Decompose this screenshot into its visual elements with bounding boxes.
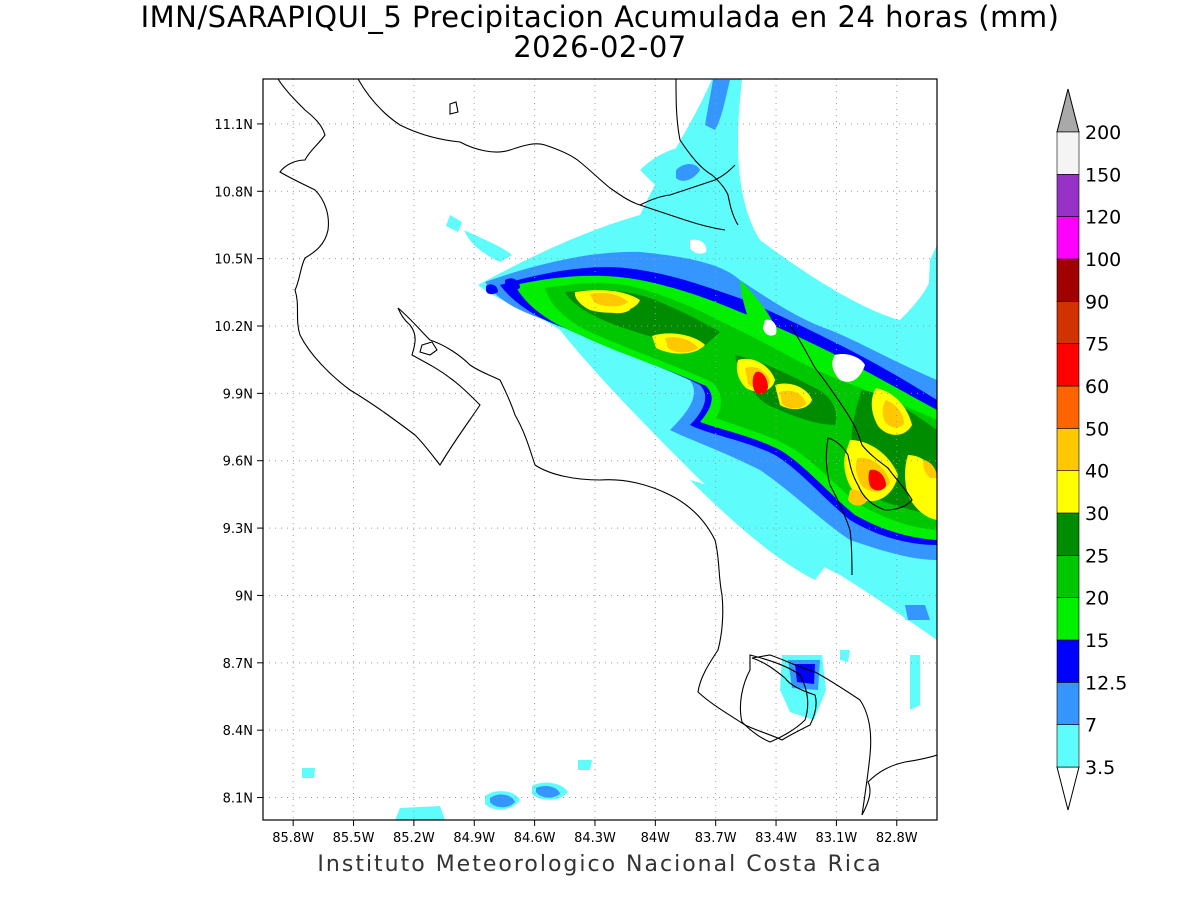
colorbar-swatch <box>1056 555 1080 598</box>
lon-tick-label: 84.3W <box>574 831 616 846</box>
colorbar-level-label: 25 <box>1085 545 1109 567</box>
colorbar-level-label: 60 <box>1085 376 1109 398</box>
colorbar-level-label: 30 <box>1085 503 1109 525</box>
title-line-2: 2026-02-07 <box>513 30 687 64</box>
latitude-axis: 8.1N 8.4N 8.7N 9N 9.3N 9.6N 9.9N 10.2N 10.5N 10.8… <box>214 118 263 807</box>
colorbar-level-label: 90 <box>1085 291 1109 313</box>
title-line-1: IMN/SARAPIQUI_5 Precipitacion Acumulada … <box>140 0 1060 34</box>
lat-tick-label: 8.4N <box>223 724 253 739</box>
lon-tick-label: 82.8W <box>876 831 918 846</box>
precipitation-field <box>302 79 937 820</box>
lon-tick-label: 85.2W <box>393 831 435 846</box>
lon-tick-label: 83.4W <box>755 831 797 846</box>
colorbar-over-arrow <box>1056 88 1080 133</box>
lon-tick-label: 83.1W <box>815 831 857 846</box>
precip-band-60 <box>752 371 886 491</box>
colorbar-under-arrow <box>1056 766 1080 811</box>
coastline-and-borders <box>277 79 937 816</box>
map-title: IMN/SARAPIQUI_5 Precipitacion Acumulada … <box>0 2 1200 62</box>
colorbar-swatch <box>1056 639 1080 683</box>
lon-tick-label: 85.5W <box>333 831 375 846</box>
lat-tick-label: 8.1N <box>223 792 253 807</box>
lat-tick-label: 9.9N <box>223 387 253 402</box>
plot-frame <box>262 78 938 821</box>
colorbar-level-label: 7 <box>1085 715 1097 737</box>
colorbar-level-label: 3.5 <box>1085 757 1115 779</box>
colorbar-swatch <box>1056 512 1080 556</box>
longitude-axis: 85.8W 85.5W 85.2W 84.9W 84.6W 84.3W 84W 83.7W 83… <box>272 820 918 846</box>
colorbar-level-label: 75 <box>1085 334 1109 356</box>
lat-tick-label: 10.5N <box>214 253 253 268</box>
lon-tick-label: 85.8W <box>272 831 314 846</box>
lat-tick-label: 9N <box>235 589 253 604</box>
colorbar-swatch <box>1056 301 1080 344</box>
colorbar-swatch <box>1056 131 1080 175</box>
colorbar-swatch <box>1056 174 1080 217</box>
lat-tick-label: 10.8N <box>214 185 253 200</box>
colorbar-level-label: 200 <box>1085 122 1121 144</box>
lon-tick-label: 84.6W <box>514 831 556 846</box>
lon-tick-label: 84W <box>641 831 671 846</box>
colorbar-swatch <box>1056 682 1080 725</box>
colorbar-swatch <box>1056 428 1080 471</box>
lat-tick-label: 8.7N <box>223 657 253 672</box>
colorbar-level-label: 15 <box>1085 630 1109 652</box>
colorbar-level-label: 50 <box>1085 418 1109 440</box>
lat-tick-label: 9.6N <box>223 455 253 470</box>
colorbar-level-label: 100 <box>1085 249 1121 271</box>
precip-blobs-12-5 <box>486 278 520 295</box>
colorbar-swatch <box>1056 385 1080 429</box>
colorbar-level-label: 150 <box>1085 164 1121 186</box>
colorbar-swatch <box>1056 216 1080 260</box>
colorbar-swatch <box>1056 724 1080 768</box>
colorbar-swatch <box>1056 470 1080 514</box>
lon-tick-label: 83.7W <box>695 831 737 846</box>
colorbar-legend: 3.5 7 12.5 15 20 25 30 40 50 60 75 90 100 120 150 200 <box>1056 88 1127 811</box>
colorbar-swatch <box>1056 343 1080 387</box>
colorbar-level-label: 40 <box>1085 461 1109 483</box>
lat-tick-label: 11.1N <box>214 118 253 133</box>
colorbar-level-label: 12.5 <box>1085 672 1127 694</box>
lat-lon-grid <box>263 79 937 820</box>
dry-patches <box>690 239 865 382</box>
lon-tick-label: 84.9W <box>453 831 495 846</box>
colorbar-level-label: 120 <box>1085 207 1121 229</box>
colorbar-swatch <box>1056 597 1080 641</box>
colorbar-level-label: 20 <box>1085 588 1109 610</box>
lat-tick-label: 10.2N <box>214 320 253 335</box>
precip-band-20 <box>545 283 937 530</box>
colorbar-swatch <box>1056 258 1080 302</box>
lat-tick-label: 9.3N <box>223 522 253 537</box>
footer-credit: Instituto Meteorologico Nacional Costa R… <box>317 852 883 877</box>
